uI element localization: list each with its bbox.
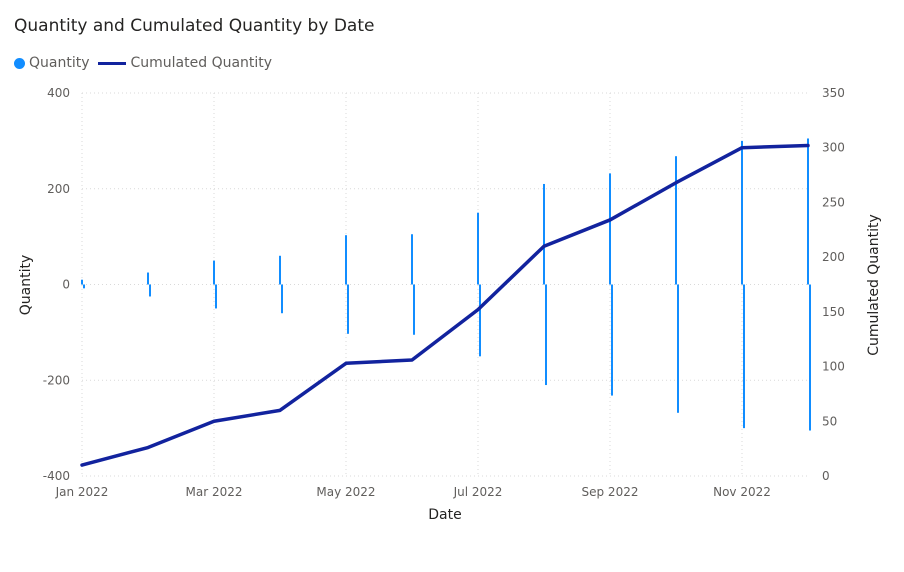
quantity-bar-negative: [677, 284, 679, 413]
y2-tick-label: 250: [822, 195, 845, 209]
y2-tick-label: 50: [822, 414, 837, 428]
quantity-bar-negative: [809, 284, 811, 431]
legend-label-cumulated-quantity: Cumulated Quantity: [130, 55, 273, 71]
quantity-bar-negative: [281, 284, 283, 314]
cumulated-quantity-line: [80, 143, 810, 467]
x-tick-label: Sep 2022: [582, 485, 639, 499]
cumulated-line: [80, 143, 810, 467]
quantity-bar-negative: [611, 284, 613, 396]
y2-tick-label: 100: [822, 360, 845, 374]
y-tick-label: 400: [47, 86, 70, 100]
y-tick-label: 0: [62, 278, 70, 292]
quantity-bar-positive: [675, 156, 677, 285]
y-tick-label: -400: [43, 469, 70, 483]
quantity-bar-positive: [411, 234, 413, 285]
quantity-bar-positive: [345, 235, 347, 285]
x-tick-label: Jul 2022: [453, 485, 503, 499]
quantity-bar-positive: [807, 138, 809, 285]
y-tick-label: -200: [43, 373, 70, 387]
quantity-bar-positive: [741, 140, 743, 285]
x-axis-label: Date: [428, 507, 461, 523]
quantity-bar-negative: [149, 284, 151, 297]
quantity-bar-positive: [609, 173, 611, 285]
quantity-bar-positive: [147, 272, 149, 285]
x-tick-label: May 2022: [316, 485, 375, 499]
y2-tick-label: 350: [822, 86, 845, 100]
legend: Quantity Cumulated Quantity: [14, 55, 280, 71]
legend-marker-quantity: [14, 57, 25, 69]
quantity-bar-positive: [213, 260, 215, 285]
y2-tick-label: 0: [822, 469, 830, 483]
x-tick-label: Jan 2022: [55, 485, 109, 499]
legend-marker-cumulated-quantity: [97, 61, 126, 65]
y-axis-left: 400 200 0 -200 -400: [43, 86, 70, 483]
y2-axis-label: Cumulated Quantity: [866, 214, 882, 356]
y-axis-label: Quantity: [18, 255, 34, 316]
quantity-bar-negative: [479, 284, 481, 357]
quantity-bar-positive: [477, 212, 479, 285]
quantity-bar-positive: [543, 183, 545, 285]
y2-tick-label: 200: [822, 250, 845, 264]
x-axis: Jan 2022 Mar 2022 May 2022 Jul 2022 Sep 2022…: [55, 485, 771, 499]
x-tick-label: Nov 2022: [713, 485, 771, 499]
chart-title: Quantity and Cumulated Quantity by Date: [14, 16, 375, 36]
y2-tick-label: 150: [822, 305, 845, 319]
quantity-bar-positive: [81, 279, 83, 285]
legend-item-quantity[interactable]: Quantity: [14, 55, 90, 71]
quantity-bar-negative: [743, 284, 745, 429]
y-axis-right: 350 300 250 200 150 100 50 0: [822, 86, 845, 483]
quantity-bar-negative: [215, 284, 217, 309]
quantity-bar-negative: [83, 284, 85, 289]
legend-item-cumulated-quantity[interactable]: Cumulated Quantity: [97, 55, 273, 71]
quantity-bar-negative: [545, 284, 547, 386]
y2-tick-label: 300: [822, 141, 845, 155]
quantity-bar-negative: [413, 284, 415, 335]
quantity-bars: [81, 138, 811, 431]
quantity-bar-positive: [279, 255, 281, 285]
legend-label-quantity: Quantity: [29, 55, 90, 71]
gridlines: [81, 92, 808, 477]
quantity-bar-negative: [347, 284, 349, 334]
y-tick-label: 200: [47, 182, 70, 196]
x-tick-label: Mar 2022: [186, 485, 243, 499]
